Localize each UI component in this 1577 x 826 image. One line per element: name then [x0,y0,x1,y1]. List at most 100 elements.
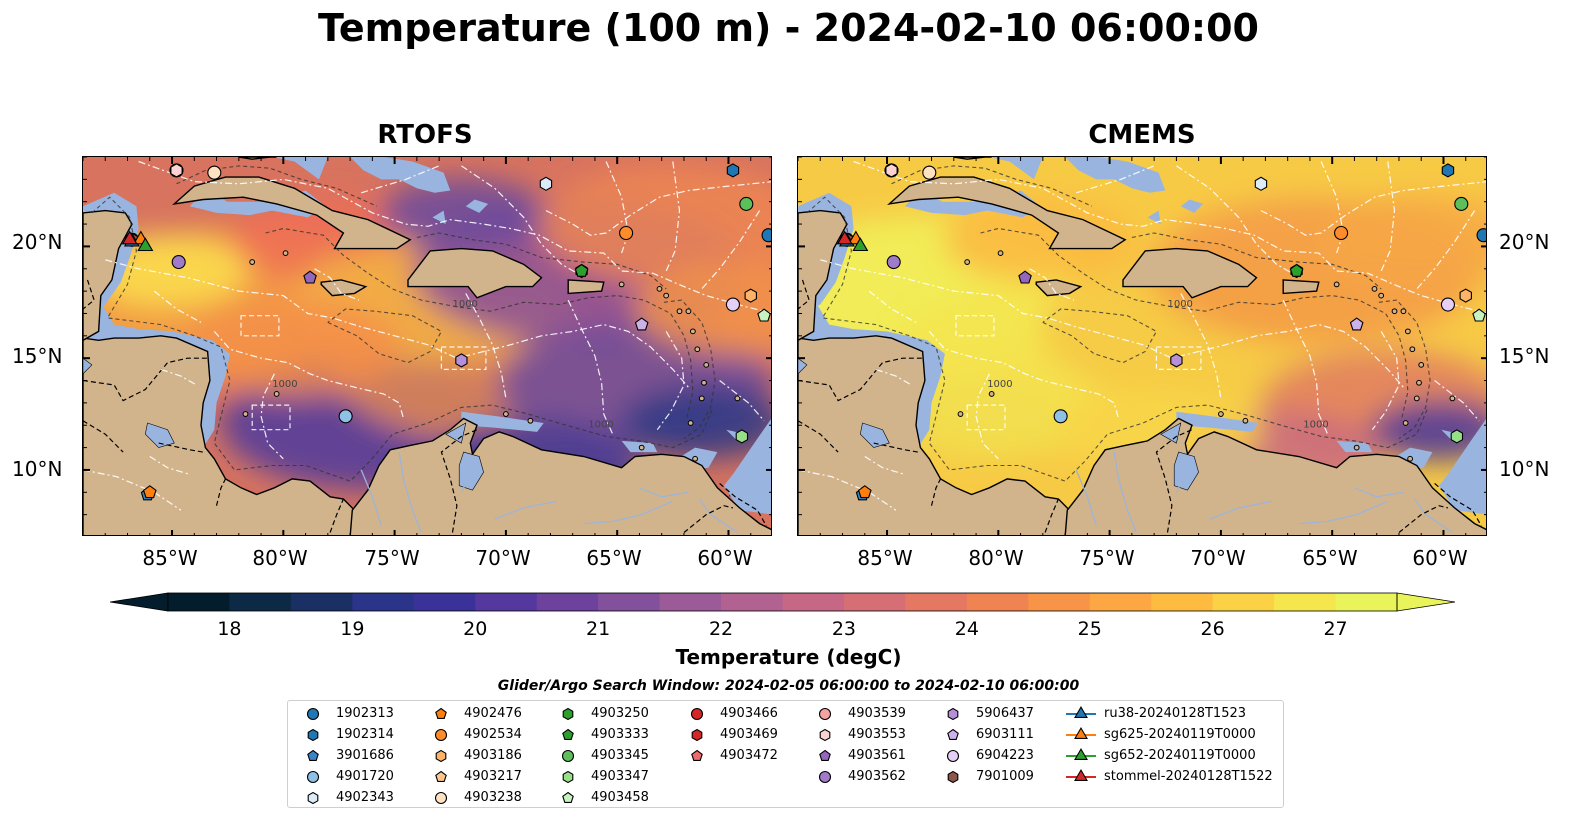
map-panel-cmems[interactable]: 1000 1000 1000 [797,156,1487,536]
legend-marker-circle [306,707,320,721]
colorbar-tick-label: 22 [708,618,734,640]
legend-label: 4903458 [591,790,649,805]
obs-marker-4903186[interactable] [1459,288,1472,303]
colorbar-tick-label: 26 [1200,618,1225,640]
legend-marker-circle [946,749,960,763]
obs-marker-4903238[interactable] [922,165,937,180]
colorbar-tick-label: 18 [217,618,242,640]
land-cuba [172,176,412,250]
legend-marker-circle [818,770,832,784]
legend-marker-pentagon [947,728,959,740]
lat-tick-20n: 20°N [1499,230,1550,254]
obs-marker-6903111[interactable] [1349,317,1364,331]
country-border [83,420,124,453]
obs-marker-4903347[interactable] [1450,429,1464,444]
legend-label: 4903539 [848,706,906,721]
legend-marker-triangle [1074,727,1088,739]
legend-marker-pentagon [435,770,447,782]
obs-marker-6904223[interactable] [1440,297,1455,312]
obs-marker-5906437[interactable] [455,353,468,368]
lon-tick-85w: 85°W [857,546,913,570]
obs-marker-4903333[interactable] [574,263,589,277]
obs-marker-4902476[interactable] [857,485,872,499]
eez-boundary [153,290,202,323]
obs-marker-1902313[interactable] [1476,228,1487,243]
obs-marker-4903347[interactable] [735,429,749,444]
obs-marker-5906437[interactable] [1170,353,1183,368]
obs-marker-4902476[interactable] [142,485,157,499]
obs-marker-4903553[interactable] [170,163,183,178]
obs-marker-4902534[interactable] [619,225,634,241]
obs-marker-6904223[interactable] [725,297,740,312]
depth-contour [663,299,716,440]
lon-tick-70w: 70°W [475,546,531,570]
legend-label: 4903217 [464,769,522,784]
legend-marker-pentagon [562,791,574,803]
obs-marker-stommel-20240128T1522[interactable] [836,230,853,245]
obs-marker-4903333[interactable] [1289,263,1304,277]
colorbar-segment [168,593,231,611]
eez-boundary [260,373,284,460]
obs-marker-4903562[interactable] [886,255,901,270]
obs-marker-4903458[interactable] [1472,308,1486,322]
colorbar-tick-label: 24 [954,618,979,640]
eez-boundary [701,210,761,290]
island [964,259,971,265]
country-border [1434,482,1482,527]
legend-label: 4903553 [848,727,906,742]
continental-shelf [1176,411,1259,432]
legend-marker-hexagon [947,770,959,784]
legend-marker-pentagon [435,707,447,719]
legend-label: 4902476 [464,706,522,721]
colorbar-tick-label: 19 [340,618,365,640]
colorbar-segment [1274,593,1337,611]
colorbar-segment [843,593,906,611]
river [1298,500,1389,525]
continental-shelf [1147,210,1161,225]
eez-boundary [1380,161,1396,272]
obs-marker-4902534[interactable] [1334,225,1349,241]
obs-marker-4903186[interactable] [744,288,757,303]
obs-marker-4902343[interactable] [539,176,553,191]
obs-marker-4903345[interactable] [739,196,754,211]
lat-tick-15n: 15°N [12,344,63,368]
obs-marker-sg652-20240119T0000[interactable] [852,237,869,252]
legend-label: 4902534 [464,727,522,742]
eez-boundary [440,346,487,370]
legend-marker-hexagon [819,728,831,742]
obs-marker-4903238[interactable] [207,165,222,180]
island [249,259,256,265]
colorbar-segment [1212,593,1275,611]
contour-label: 1000 [272,379,297,390]
eez-boundary [361,165,440,194]
obs-marker-4903458[interactable] [757,308,771,322]
land-jamaica [320,279,368,297]
eez-boundary [875,368,912,386]
land-puerto-rico [1282,279,1320,295]
map-panel-rtofs[interactable]: 1000 1000 1000 [82,156,772,536]
obs-marker-sg652-20240119T0000[interactable] [137,237,154,252]
lake [798,357,808,375]
obs-marker-4903345[interactable] [1454,196,1469,211]
continental-shelf [724,419,771,515]
obs-marker-1902313[interactable] [761,228,772,243]
obs-marker-4903561[interactable] [1018,270,1032,284]
legend-marker-circle [306,770,320,784]
obs-marker-4902343[interactable] [1254,176,1268,191]
obs-marker-stommel-20240128T1522[interactable] [121,230,138,245]
obs-marker-4903562[interactable] [171,255,186,270]
obs-marker-6903111[interactable] [634,317,649,331]
panel-title-cmems: CMEMS [1088,120,1196,150]
eez-boundary [251,404,291,431]
lat-tick-10n: 10°N [1499,457,1550,481]
obs-marker-4903561[interactable] [303,270,317,284]
legend-label: 4903469 [720,727,778,742]
obs-marker-1902314[interactable] [1441,163,1455,178]
obs-marker-4903553[interactable] [885,163,898,178]
obs-marker-4901720[interactable] [1053,409,1068,424]
colorbar-segment [1028,593,1091,611]
island [1407,455,1413,462]
legend-label: 5906437 [976,706,1034,721]
obs-marker-1902314[interactable] [726,163,740,178]
obs-marker-4901720[interactable] [338,409,353,424]
